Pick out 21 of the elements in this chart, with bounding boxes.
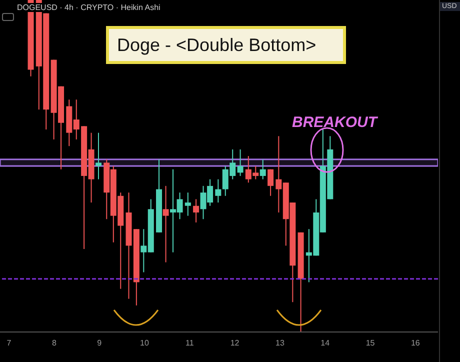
x-tick-label: 13 xyxy=(276,338,285,348)
text: Doge - <Double Bottom> xyxy=(109,29,343,61)
x-tick-label: 16 xyxy=(410,338,420,348)
candlestick xyxy=(162,185,169,263)
candlestick xyxy=(268,168,274,196)
candlestick xyxy=(260,158,266,180)
x-tick-label: 10 xyxy=(140,338,150,348)
candlestick xyxy=(96,132,102,180)
x-tick-label: 14 xyxy=(320,338,330,348)
x-tick-label: 12 xyxy=(230,338,240,348)
x-tick-label: 8 xyxy=(52,338,57,348)
candlestick xyxy=(193,198,200,223)
chart-subtitle: DOGEUSD · 4h · CRYPTO · Heikin Ashi xyxy=(15,3,162,12)
x-tick-label: 7 xyxy=(6,338,12,348)
annotation: BREAKOUT xyxy=(292,114,377,131)
x-tick-label: 9 xyxy=(97,338,102,348)
candlestick xyxy=(184,192,191,216)
candlestick xyxy=(215,178,222,204)
x-tick-label: 11 xyxy=(185,338,194,348)
x-tick-label: 15 xyxy=(366,338,376,348)
candlestick xyxy=(237,148,244,176)
